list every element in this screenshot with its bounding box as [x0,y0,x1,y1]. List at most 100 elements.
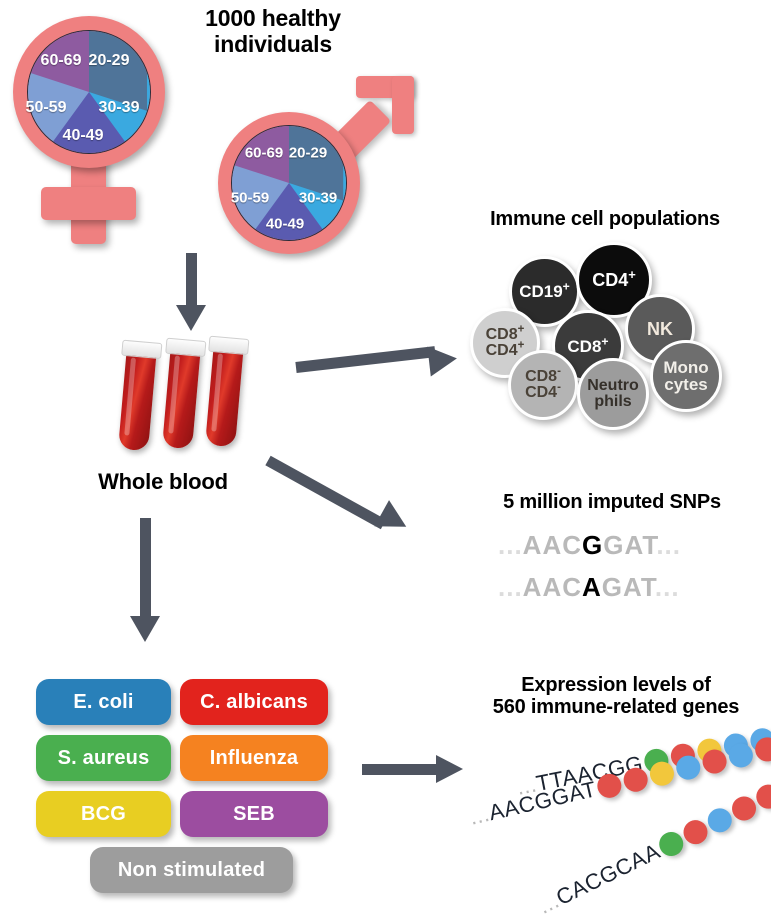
dna-bead [700,747,730,776]
immune-cell-label: CD19+ [519,279,570,301]
male-pie-label-30-39: 30-39 [298,189,338,207]
blood-tube-body [118,349,157,452]
dna-bead [655,827,688,860]
stimulus-pill-non-stimulated[interactable]: Non stimulated [90,847,293,893]
immune-cell-monocytes: Mono cytes [650,340,722,412]
dna-bead [753,734,771,764]
snp-title: 5 million imputed SNPs [503,491,721,513]
dna-bead [721,731,751,760]
stimulus-label: Non stimulated [117,858,266,881]
stimulus-pill-e-coli[interactable]: E. coli [36,679,171,725]
immune-cell-neutrophils: Neutro phils [577,358,649,430]
blood-tube-2 [162,337,207,450]
snp-before: AAC [522,572,583,602]
immune-cell-cd19: CD19+ [509,256,580,327]
dna-bead [703,804,736,837]
blood-tube-1 [118,339,163,452]
female-pie-label-20-29: 20-29 [88,52,130,69]
stimulus-label: SEB [233,802,275,825]
dna-strand-sequence: ...TTAACGG [514,750,645,800]
male-symbol-arrowhead [356,76,414,134]
dna-bead [668,741,698,770]
blood-tube-body [162,347,201,450]
cohort-title: 1000 healthy individuals [168,5,378,58]
blood-tube-lip [208,335,250,356]
blood-tube-lip [165,337,207,358]
snp-variant: A [582,572,602,602]
dna-bead [674,753,703,782]
whole-blood-group [104,335,264,452]
whole-blood-label: Whole blood [98,469,228,494]
snp-suffix: ... [656,530,681,560]
immune-cell-label: Neutro phils [587,377,639,410]
snp-prefix: ... [498,572,523,602]
dna-strand-3: ...CACGCAA [534,780,771,920]
expression-title-line2: 560 immune-related genes [492,696,740,719]
dna-strand-2: ...AACGGAT [467,728,771,831]
female-pie-label-50-59: 50-59 [25,99,67,116]
male-pie-label-40-49: 40-49 [265,215,305,233]
stimulus-pill-seb[interactable]: SEB [180,791,328,837]
male-gender-symbol: 20-29 30-39 40-49 50-59 60-69 [212,76,422,254]
female-pie-label-40-49: 40-49 [62,127,104,144]
snp-variant: G [582,530,604,560]
stimulus-pill-s-aureus[interactable]: S. aureus [36,735,171,781]
stimuli-panel: E. coli C. albicans S. aureus Influenza BCG S… [36,679,328,893]
immune-cell-label: NK [647,319,673,339]
female-pie-label-30-39: 30-39 [98,99,140,116]
male-pie-label-20-29: 20-29 [288,144,328,162]
immune-cell-label: CD8+ [567,333,609,356]
snp-after: GAT [603,530,657,560]
snp-row-2: ...AACAGAT... [498,572,680,603]
dna-bead [728,792,761,825]
dna-bead [748,726,771,755]
immune-cell-label: CD4+ [592,267,636,290]
stimulus-label: BCG [80,802,127,825]
female-pie-label-60-69: 60-69 [40,52,82,69]
snp-suffix: ... [654,572,680,602]
male-pie-label-60-69: 60-69 [244,144,284,162]
cohort-title-line2: individuals [214,30,332,57]
snp-prefix: ... [498,530,523,560]
stimulus-pill-influenza[interactable]: Influenza [180,735,328,781]
snp-before: AAC [522,530,583,560]
immune-cell-cd8: CD8+ [552,310,624,382]
stimulus-label: S. aureus [57,746,150,769]
blood-tube-body [205,345,244,448]
immune-cell-nk: NK [625,294,695,364]
snp-row-1: ...AACGGAT... [498,530,681,561]
female-symbol-stem-horizontal [41,187,136,220]
dna-strand-sequence: ...CACGCAA [534,838,665,919]
immune-cell-title: Immune cell populations [490,208,720,230]
female-age-pie [27,30,151,154]
expression-title-line1: Expression levels of [521,674,711,696]
stimulus-label: Influenza [209,746,299,769]
immune-cell-label: CD8- CD4- [525,365,561,401]
male-age-pie [231,125,347,241]
dna-strand-sequence: ...AACGGAT [467,776,599,830]
dna-strand-1: ...TTAACGG [515,725,771,801]
dna-bead [726,741,756,770]
blood-tube-lip [121,339,163,360]
dna-bead [752,780,771,813]
stimulus-label: C. albicans [200,690,308,713]
immune-cell-cd8pos-cd4pos: CD8+ CD4+ [470,308,540,378]
dna-bead [621,765,651,795]
immune-cell-label: CD8+ CD4+ [485,323,525,359]
male-pie-label-50-59: 50-59 [230,189,270,207]
immune-cell-cd8neg-cd4neg: CD8- CD4- [508,350,578,420]
snp-after: GAT [601,572,655,602]
dna-bead [595,771,625,801]
dna-bead [695,736,724,765]
snp-sequences: ...AACGGAT... ...AACAGAT... [498,530,748,610]
blood-tube-3 [205,335,250,448]
stimulus-label: E. coli [73,690,134,713]
expression-title: Expression levels of 560 immune-related … [466,674,766,719]
dna-bead [642,746,671,775]
stimulus-pill-c-albicans[interactable]: C. albicans [180,679,328,725]
female-gender-symbol: 20-29 30-39 40-49 50-59 60-69 [8,14,178,244]
cohort-title-line1: 1000 healthy [205,5,341,31]
dna-bead [679,816,712,849]
stimulus-pill-bcg[interactable]: BCG [36,791,171,837]
